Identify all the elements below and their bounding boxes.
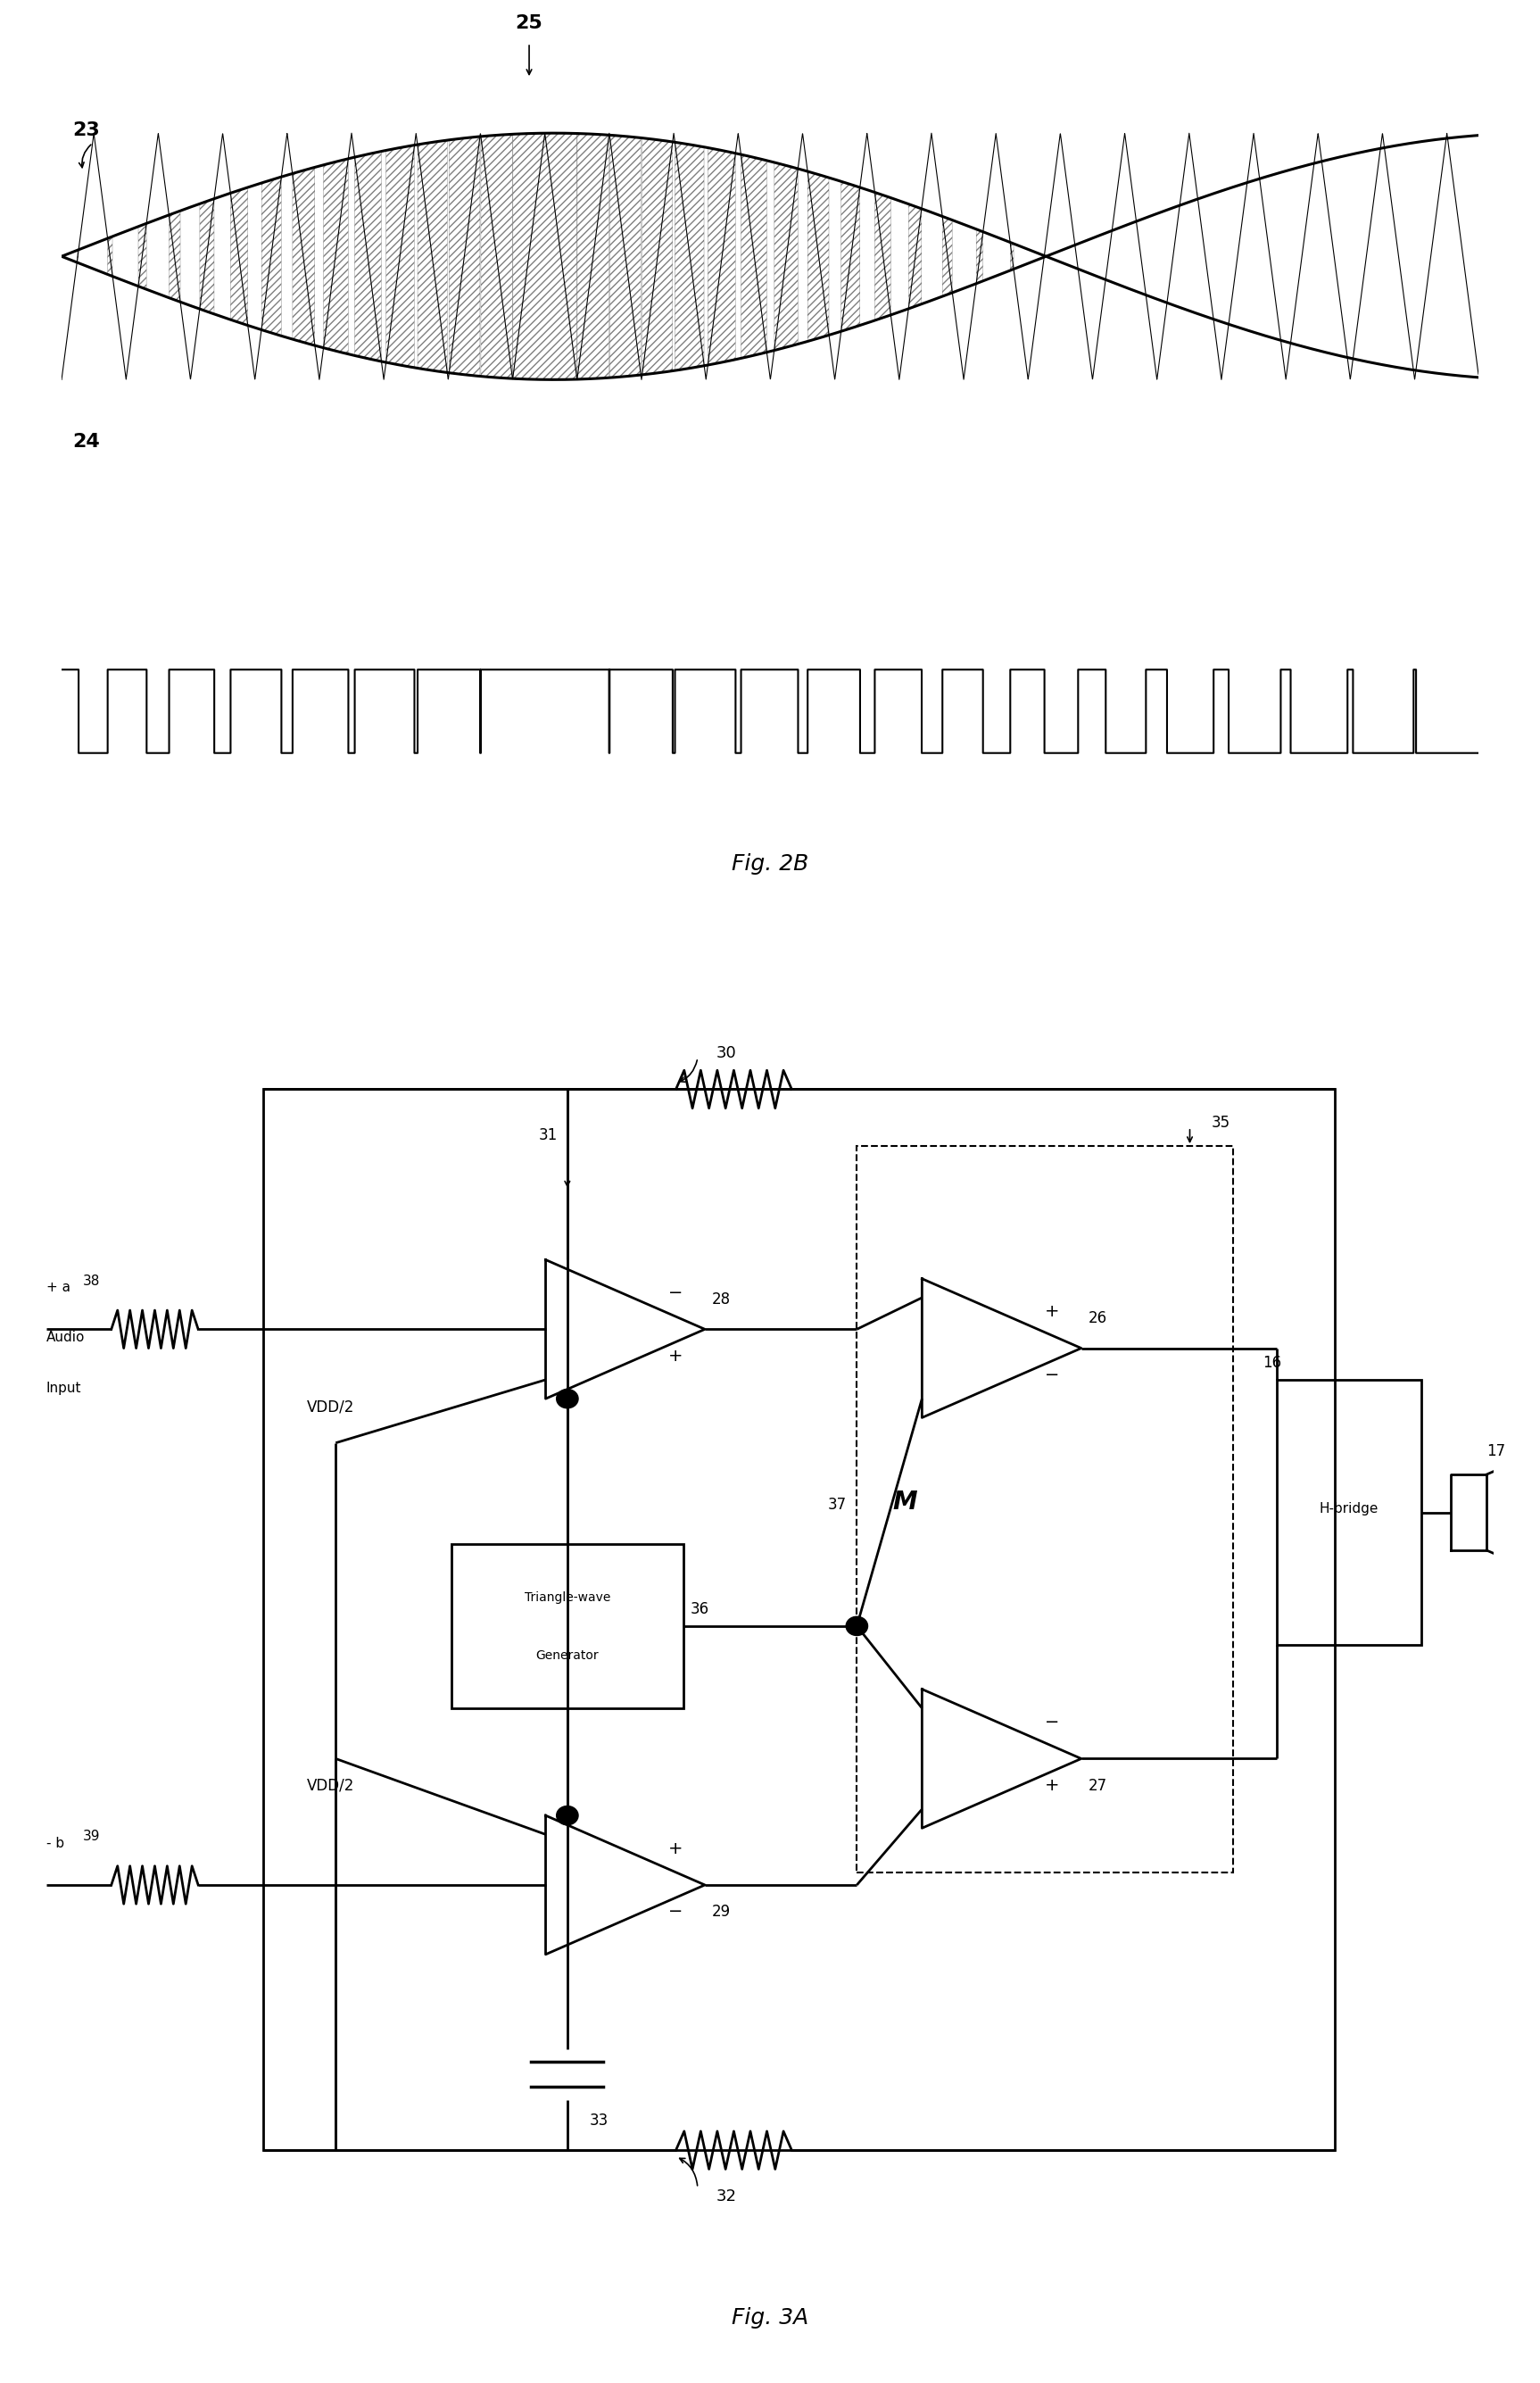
Bar: [856, 1146, 1234, 1873]
Text: + a: + a: [46, 1280, 71, 1294]
Text: 27: 27: [1089, 1778, 1107, 1794]
Text: - b: - b: [46, 1837, 65, 1849]
Text: 32: 32: [716, 2188, 736, 2204]
Bar: [451, 1544, 684, 1709]
Text: VDD/2: VDD/2: [306, 1399, 354, 1416]
Text: Generator: Generator: [536, 1649, 599, 1661]
Text: −: −: [1046, 1365, 1060, 1382]
Circle shape: [845, 1616, 867, 1635]
Bar: [263, 1089, 1335, 2149]
Text: +: +: [1046, 1778, 1060, 1794]
Text: 33: 33: [588, 2111, 608, 2128]
Circle shape: [556, 1389, 578, 1408]
Text: Fig. 3A: Fig. 3A: [732, 2307, 808, 2328]
Text: H-bridge: H-bridge: [1320, 1501, 1378, 1516]
Text: −: −: [1046, 1713, 1060, 1730]
Text: 35: 35: [1212, 1115, 1230, 1130]
Text: +: +: [1046, 1304, 1060, 1320]
Text: 31: 31: [539, 1127, 557, 1144]
Text: Input: Input: [46, 1382, 82, 1394]
Text: 16: 16: [1263, 1354, 1281, 1370]
Text: +: +: [668, 1346, 684, 1365]
Text: 38: 38: [82, 1275, 100, 1287]
Text: M: M: [893, 1489, 918, 1516]
Text: 39: 39: [82, 1830, 100, 1844]
Text: 37: 37: [829, 1497, 847, 1513]
Bar: [1277, 1380, 1421, 1644]
Text: 25: 25: [516, 14, 544, 31]
Text: 17: 17: [1486, 1444, 1506, 1458]
Text: 24: 24: [72, 434, 100, 450]
Text: 36: 36: [690, 1601, 710, 1618]
Text: −: −: [668, 1284, 684, 1301]
Text: VDD/2: VDD/2: [306, 1778, 354, 1794]
Text: −: −: [668, 1904, 684, 1921]
Text: +: +: [668, 1840, 684, 1856]
Text: 30: 30: [716, 1046, 736, 1060]
Text: Audio: Audio: [46, 1332, 85, 1344]
Circle shape: [556, 1806, 578, 1825]
Text: Triangle-wave: Triangle-wave: [524, 1592, 610, 1604]
Text: 29: 29: [711, 1904, 732, 1921]
Text: 23: 23: [72, 122, 100, 138]
Text: 26: 26: [1089, 1311, 1107, 1327]
Text: Fig. 2B: Fig. 2B: [732, 853, 808, 875]
Text: 28: 28: [711, 1292, 732, 1308]
